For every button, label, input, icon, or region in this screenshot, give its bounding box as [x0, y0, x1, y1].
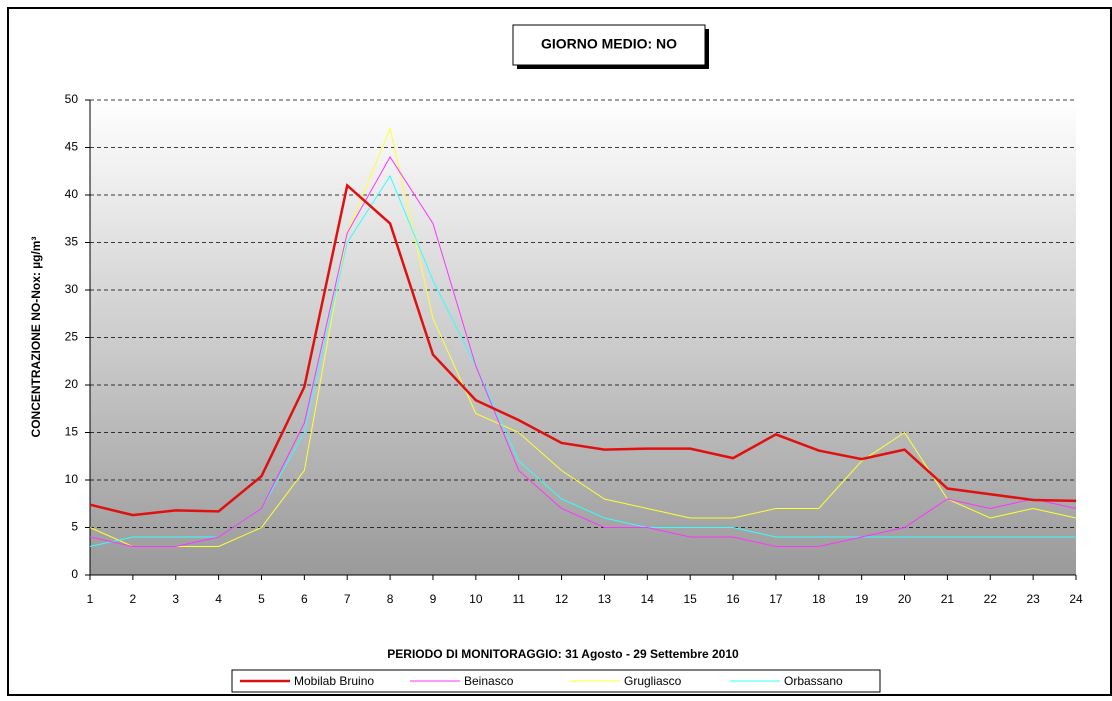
x-tick-label: 20: [898, 592, 912, 606]
x-tick-label: 22: [984, 592, 998, 606]
y-tick-label: 50: [65, 92, 79, 106]
x-tick-label: 2: [130, 592, 137, 606]
x-tick-label: 4: [215, 592, 222, 606]
y-tick-label: 30: [65, 282, 79, 296]
x-tick-label: 10: [469, 592, 483, 606]
y-tick-label: 20: [65, 377, 79, 391]
y-tick-label: 5: [71, 520, 78, 534]
x-tick-label: 1: [87, 592, 94, 606]
x-tick-label: 12: [555, 592, 569, 606]
x-tick-label: 18: [812, 592, 826, 606]
y-tick-label: 45: [65, 140, 79, 154]
x-tick-label: 7: [344, 592, 351, 606]
series-line: [89, 126, 1077, 547]
y-tick-label: 25: [65, 330, 79, 344]
x-tick-label: 5: [258, 592, 265, 606]
x-tick-label: 14: [641, 592, 655, 606]
y-tick-label: 10: [65, 472, 79, 486]
x-tick-label: 15: [683, 592, 697, 606]
legend-label: Beinasco: [464, 674, 514, 688]
legend-label: Grugliasco: [624, 674, 682, 688]
title-box: [512, 24, 706, 66]
x-tick-label: 8: [387, 592, 394, 606]
x-axis-title: PERIODO DI MONITORAGGIO: 31 Agosto - 29 …: [387, 647, 739, 661]
y-tick-label: 35: [65, 235, 79, 249]
x-tick-label: 19: [855, 592, 869, 606]
x-tick-label: 6: [301, 592, 308, 606]
x-tick-label: 23: [1026, 592, 1040, 606]
x-tick-label: 13: [598, 592, 612, 606]
x-tick-label: 9: [430, 592, 437, 606]
x-tick-label: 17: [769, 592, 783, 606]
y-tick-label: 40: [65, 187, 79, 201]
y-tick-label: 15: [65, 425, 79, 439]
series-line: [89, 156, 1077, 547]
x-tick-label: 3: [172, 592, 179, 606]
x-tick-label: 11: [512, 592, 525, 606]
x-tick-label: 21: [941, 592, 955, 606]
x-tick-label: 24: [1069, 592, 1083, 606]
y-tick-label: 0: [71, 567, 78, 581]
chart-title: GIORNO MEDIO: NO: [541, 36, 677, 52]
legend-label: Mobilab Bruino: [294, 674, 374, 688]
legend: [231, 669, 881, 693]
x-tick-label: 16: [726, 592, 740, 606]
y-axis-title: CONCENTRAZIONE NO-Nox: µg/m³: [29, 237, 43, 438]
legend-label: Orbassano: [784, 674, 843, 688]
series-line: [89, 183, 1077, 517]
